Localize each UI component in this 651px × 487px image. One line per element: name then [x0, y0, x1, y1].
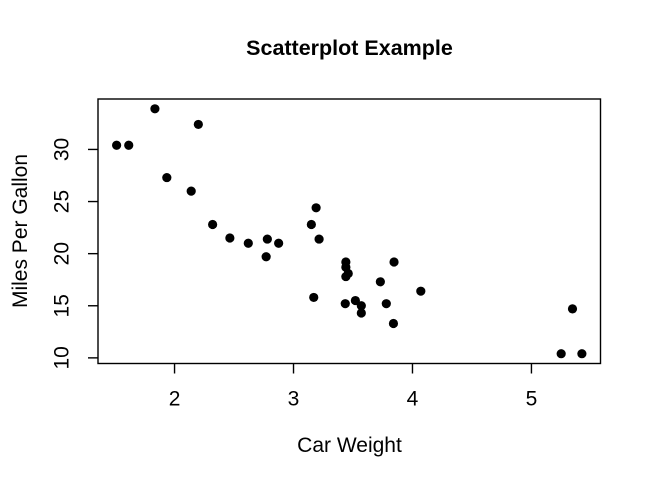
data-point [356, 301, 366, 311]
data-point [567, 304, 578, 314]
data-point [274, 238, 284, 248]
data-point [112, 140, 122, 150]
data-point [309, 292, 319, 303]
data-point [388, 318, 399, 329]
y-axis-tick-label: 25 [50, 190, 73, 213]
plot-box [97, 98, 602, 365]
y-axis-tick-label: 20 [50, 242, 73, 265]
y-axis-title: Miles Per Gallon [9, 153, 32, 309]
chart-title: Scatterplot Example [246, 36, 453, 60]
data-point [186, 186, 196, 196]
data-point [193, 119, 203, 130]
data-point [341, 271, 351, 282]
data-point [262, 234, 272, 244]
x-axis-title: Car Weight [297, 434, 402, 457]
data-point [375, 277, 385, 287]
y-axis-tick-label: 10 [50, 346, 73, 369]
data-point [340, 299, 350, 309]
y-axis-tick-label: 30 [50, 138, 73, 161]
data-point [225, 233, 235, 243]
data-point [381, 299, 391, 309]
data-point [314, 234, 324, 244]
data-point [356, 308, 366, 318]
data-point [341, 257, 351, 267]
data-point [124, 140, 134, 150]
data-point [243, 238, 253, 248]
x-axis-tick-label: 5 [526, 387, 538, 410]
x-axis-tick-label: 3 [288, 387, 300, 410]
data-point [261, 252, 271, 262]
data-point [162, 172, 172, 183]
data-point [556, 349, 566, 359]
data-point [577, 349, 587, 359]
data-point [150, 104, 160, 114]
data-point [416, 286, 426, 296]
y-axis-tick-label: 15 [50, 294, 73, 317]
x-axis-tick-label: 4 [407, 387, 419, 410]
data-point [350, 295, 360, 306]
data-point [208, 219, 218, 230]
data-point [306, 219, 316, 230]
x-axis-tick-label: 2 [169, 387, 181, 410]
data-point [311, 203, 321, 213]
data-point [389, 257, 399, 267]
